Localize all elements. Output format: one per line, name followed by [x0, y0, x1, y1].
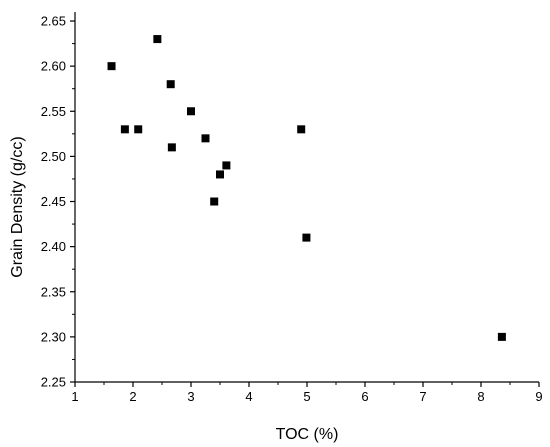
data-point-marker: [187, 107, 195, 116]
data-points: [107, 35, 506, 341]
data-point-marker: [167, 143, 176, 152]
y-tick-label: 2.35: [41, 284, 66, 299]
data-point-marker: [107, 62, 116, 71]
y-tick-label: 2.45: [41, 194, 66, 209]
y-tick-label: 2.60: [41, 59, 66, 74]
x-tick-label: 1: [71, 389, 78, 404]
y-tick-label: 2.65: [41, 14, 66, 29]
y-axis-title: Grain Density (g/cc): [9, 136, 26, 277]
data-point-marker: [297, 125, 306, 134]
x-tick-label: 8: [477, 389, 484, 404]
data-point-marker: [134, 125, 143, 134]
x-tick-label: 7: [419, 389, 426, 404]
y-axis-ticks: 2.25 2.30 2.35 2.40 2.45 2.50 2.55 2.60 2.65: [41, 14, 75, 390]
data-point-marker: [497, 332, 506, 341]
data-point-marker: [302, 233, 311, 242]
x-tick-label: 6: [361, 389, 368, 404]
data-point-marker: [120, 125, 129, 134]
data-point-marker: [210, 197, 219, 206]
y-tick-label: 2.55: [41, 104, 66, 119]
data-point-marker: [153, 35, 162, 44]
data-point-marker: [201, 134, 210, 143]
data-point-marker: [166, 80, 175, 89]
x-tick-label: 3: [187, 389, 194, 404]
x-axis-ticks: 1 2 3 4 5 6 7 8 9: [71, 382, 543, 404]
x-tick-label: 4: [245, 389, 252, 404]
y-tick-label: 2.40: [41, 239, 66, 254]
y-tick-label: 2.25: [41, 375, 66, 390]
x-tick-label: 5: [303, 389, 310, 404]
data-point-marker: [222, 161, 231, 170]
chart-axes: [74, 12, 539, 383]
x-tick-label: 2: [129, 389, 136, 404]
y-tick-label: 2.30: [41, 329, 66, 344]
y-tick-label: 2.50: [41, 149, 66, 164]
x-axis-title: TOC (%): [276, 426, 339, 443]
x-tick-label: 9: [535, 389, 542, 404]
data-point-marker: [216, 170, 224, 179]
